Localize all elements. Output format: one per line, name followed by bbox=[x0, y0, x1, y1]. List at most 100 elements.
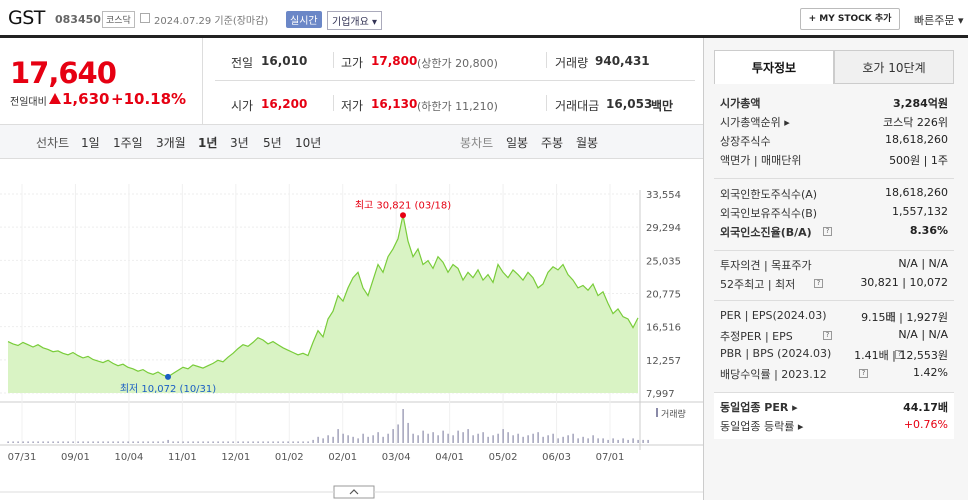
open-label: 시가 bbox=[231, 99, 254, 113]
volume-bar bbox=[227, 441, 229, 443]
realtime-button[interactable]: 실시간 bbox=[286, 11, 322, 28]
volume-bar bbox=[607, 439, 609, 443]
invest-row: 외국인보유주식수(B) 1,557,132 bbox=[720, 205, 948, 223]
tab-daily[interactable]: 일봉 bbox=[506, 136, 529, 150]
volume-bar bbox=[92, 441, 94, 443]
invest-row-label: 시가총액 bbox=[720, 97, 761, 110]
volume-bar bbox=[432, 432, 434, 443]
market-badge: 코스닥 bbox=[102, 11, 135, 28]
help-icon[interactable]: ? bbox=[823, 331, 832, 340]
divider bbox=[714, 178, 954, 179]
tab-monthly[interactable]: 월봉 bbox=[576, 136, 599, 150]
line-chart-label: 선차트 bbox=[36, 136, 70, 150]
y-tick-label: 20,775 bbox=[646, 290, 681, 301]
invest-row: 시가총액 3,284억원 bbox=[720, 95, 948, 113]
high-label: 고가 bbox=[341, 56, 364, 70]
tab-orderbook-10[interactable]: 호가 10단계 bbox=[834, 50, 954, 84]
x-tick-label: 03/04 bbox=[382, 452, 411, 463]
tab-weekly[interactable]: 주봉 bbox=[541, 136, 564, 150]
volume-bar bbox=[382, 436, 384, 443]
divider bbox=[333, 95, 334, 111]
volume-bar bbox=[437, 435, 439, 443]
volume-bar bbox=[352, 436, 354, 443]
volume-bar bbox=[52, 441, 54, 443]
volume-bar bbox=[632, 438, 634, 443]
help-icon[interactable]: ? bbox=[886, 312, 895, 321]
volume-bar bbox=[457, 430, 459, 443]
divider bbox=[703, 38, 704, 500]
volume-bar bbox=[97, 441, 99, 443]
volume-bar bbox=[272, 441, 274, 443]
help-icon[interactable]: ? bbox=[859, 369, 868, 378]
lower-limit: (하한가 11,210) bbox=[417, 100, 498, 113]
price-line bbox=[7, 215, 639, 378]
volume-bar bbox=[82, 441, 84, 443]
volume-bar bbox=[247, 441, 249, 443]
volume-bar bbox=[407, 422, 409, 443]
volume-bar bbox=[137, 441, 139, 443]
add-mystock-button[interactable]: + MY STOCK 추가 bbox=[800, 8, 900, 30]
volume-bar bbox=[337, 429, 339, 443]
invest-row-value: 9.15배 | 1,927원 bbox=[861, 311, 948, 324]
help-icon[interactable]: ? bbox=[823, 227, 832, 236]
y-tick-label: 16,516 bbox=[646, 323, 681, 334]
x-tick-label: 06/03 bbox=[542, 452, 571, 463]
help-icon[interactable]: ? bbox=[814, 279, 823, 288]
volume-bar bbox=[142, 441, 144, 443]
low-label: 저가 bbox=[341, 99, 364, 113]
volume-legend: 거래량 bbox=[661, 408, 686, 420]
tab-1d[interactable]: 1일 bbox=[81, 136, 100, 150]
high-marker bbox=[400, 212, 406, 219]
volume-bar bbox=[252, 441, 254, 443]
volume-bar bbox=[642, 439, 644, 443]
divider bbox=[202, 38, 203, 124]
tab-5y[interactable]: 5년 bbox=[263, 136, 282, 150]
tab-1y[interactable]: 1년 bbox=[198, 136, 218, 150]
tab-3y[interactable]: 3년 bbox=[230, 136, 249, 150]
invest-row: 52주최고 | 최저? 30,821 | 10,072 bbox=[720, 276, 948, 294]
high-label: 최고 30,821 (03/18) bbox=[355, 199, 451, 211]
invest-row-label: 외국인보유주식수(B) bbox=[720, 207, 818, 220]
x-tick-label: 02/01 bbox=[328, 452, 357, 463]
volume-bar bbox=[387, 433, 389, 443]
volume-bar bbox=[217, 441, 219, 443]
volume-bar bbox=[377, 432, 379, 443]
y-tick-label: 7,997 bbox=[646, 389, 675, 400]
quick-order-button[interactable]: 빠른주문 ▾ bbox=[914, 14, 964, 27]
volume-bar bbox=[17, 441, 19, 443]
volume-bar bbox=[77, 441, 79, 443]
help-icon[interactable]: ? bbox=[895, 350, 904, 359]
company-overview-button[interactable]: 기업개요 ▾ bbox=[327, 11, 382, 30]
volume-bar bbox=[627, 439, 629, 443]
volume-bar bbox=[507, 432, 509, 443]
tab-10y[interactable]: 10년 bbox=[295, 136, 322, 150]
prev-close-value: 16,010 bbox=[261, 54, 308, 68]
volume-label: 거래량 bbox=[555, 56, 589, 70]
price-change: 1,630 bbox=[62, 90, 110, 108]
amount-unit: 백만 bbox=[651, 99, 674, 113]
volume-bar bbox=[542, 436, 544, 443]
tab-1w[interactable]: 1주일 bbox=[113, 136, 143, 150]
price-chart[interactable]: 33,554 29,294 25,035 20,775 16,516 12,257 7,99… bbox=[0, 160, 703, 500]
volume-bar bbox=[297, 441, 299, 443]
volume-bar bbox=[417, 435, 419, 443]
expand-chart-button[interactable] bbox=[333, 485, 375, 499]
volume-bar bbox=[157, 441, 159, 443]
amount-value: 16,053 bbox=[606, 97, 653, 111]
volume-bar bbox=[87, 441, 89, 443]
volume-bar bbox=[152, 441, 154, 443]
volume-bar bbox=[527, 435, 529, 443]
volume-bar bbox=[187, 441, 189, 443]
tab-invest-info[interactable]: 투자정보 bbox=[714, 50, 834, 84]
chevron-up-icon bbox=[349, 489, 359, 495]
change-label: 전일대비 bbox=[10, 97, 47, 108]
tab-3m[interactable]: 3개월 bbox=[156, 136, 186, 150]
invest-row-value: 8.36% bbox=[909, 224, 948, 237]
volume-bar bbox=[492, 435, 494, 443]
volume-bar bbox=[397, 424, 399, 443]
invest-row: 액면가 | 매매단위 500원 | 1주 bbox=[720, 152, 948, 170]
volume-bar bbox=[322, 438, 324, 443]
volume-bar bbox=[37, 441, 39, 443]
volume-bar bbox=[177, 441, 179, 443]
divider bbox=[546, 52, 547, 68]
